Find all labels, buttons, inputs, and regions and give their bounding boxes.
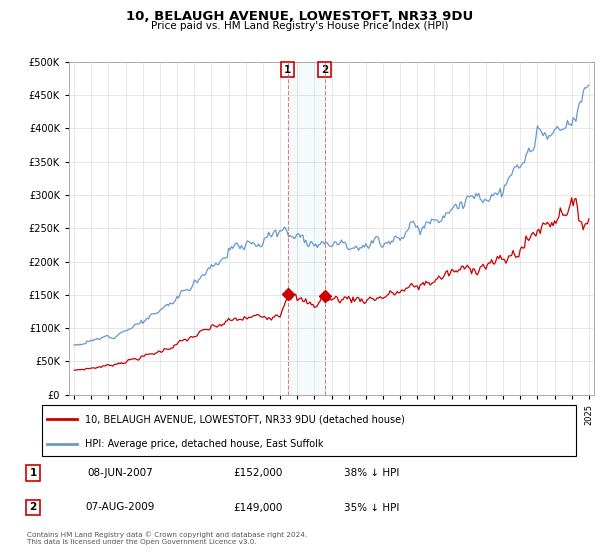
Text: 1: 1 <box>284 64 291 74</box>
FancyBboxPatch shape <box>42 405 576 456</box>
Text: 08-JUN-2007: 08-JUN-2007 <box>87 468 153 478</box>
Text: 35% ↓ HPI: 35% ↓ HPI <box>344 502 400 512</box>
Text: 10, BELAUGH AVENUE, LOWESTOFT, NR33 9DU: 10, BELAUGH AVENUE, LOWESTOFT, NR33 9DU <box>127 10 473 23</box>
Text: 2: 2 <box>29 502 37 512</box>
Text: Contains HM Land Registry data © Crown copyright and database right 2024.
This d: Contains HM Land Registry data © Crown c… <box>27 531 307 544</box>
Text: 38% ↓ HPI: 38% ↓ HPI <box>344 468 400 478</box>
Text: HPI: Average price, detached house, East Suffolk: HPI: Average price, detached house, East… <box>85 438 323 449</box>
Text: 2: 2 <box>321 64 328 74</box>
Text: £152,000: £152,000 <box>233 468 283 478</box>
Text: £149,000: £149,000 <box>233 502 283 512</box>
Bar <box>287 62 325 395</box>
Text: Price paid vs. HM Land Registry's House Price Index (HPI): Price paid vs. HM Land Registry's House … <box>151 21 449 31</box>
Text: 1: 1 <box>29 468 37 478</box>
Text: 07-AUG-2009: 07-AUG-2009 <box>85 502 155 512</box>
Text: 10, BELAUGH AVENUE, LOWESTOFT, NR33 9DU (detached house): 10, BELAUGH AVENUE, LOWESTOFT, NR33 9DU … <box>85 414 404 424</box>
